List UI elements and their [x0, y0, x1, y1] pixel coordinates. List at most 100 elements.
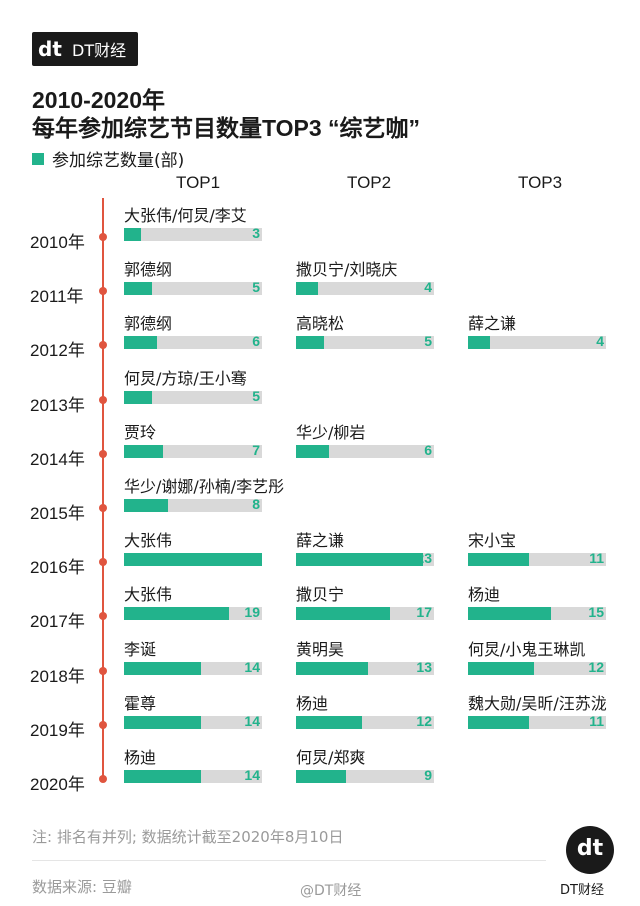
bar: [124, 770, 202, 783]
bar: [468, 336, 491, 350]
value-label: 25: [244, 550, 260, 567]
brand-name: DT财经: [72, 41, 127, 60]
value-label: 3: [252, 225, 260, 241]
bar: [124, 228, 141, 241]
column-header-top2: TOP2: [347, 173, 392, 192]
chart-row: 2018年 李诞 14 黄明昊 13 何炅/小鬼王琳凯 12: [0, 634, 640, 688]
column-header-top3: TOP3: [518, 173, 563, 192]
celebrity-name: 华少/柳岩: [296, 422, 366, 442]
bar-entry: 黄明昊 13: [296, 634, 434, 688]
bar: [124, 282, 152, 296]
celebrity-name: 杨迪: [124, 748, 157, 767]
timeline-dot: [99, 558, 107, 567]
chart-row: 2011年 郭德纲 5 撒贝宁/刘晓庆 4: [0, 254, 640, 308]
year-label: 2019年: [30, 720, 85, 740]
bar: [296, 336, 324, 350]
bar-track: [296, 336, 434, 350]
bar-entry: 魏大勋/吴昕/汪苏泷 11: [468, 688, 607, 742]
chart-row: 2017年 大张伟 19 撒贝宁 17 杨迪 15: [0, 579, 640, 633]
celebrity-name: 大张伟/何炅/李艾: [124, 206, 247, 225]
bar-track: [296, 715, 434, 729]
value-label: 7: [252, 441, 260, 458]
bar-track: [124, 228, 262, 241]
bar-track: [468, 336, 606, 350]
bar-track: [124, 390, 262, 404]
bar-track: [296, 282, 434, 296]
bar: [296, 770, 346, 783]
bar-entry: 何炅/方琼/王小骞 5: [124, 363, 262, 417]
value-label: 14: [244, 712, 260, 729]
chart-row: 2014年 贾玲 7 华少/柳岩 6: [0, 417, 640, 471]
timeline-dot: [99, 341, 107, 350]
celebrity-name: 撒贝宁: [296, 585, 345, 605]
bar-entry: 撒贝宁/刘晓庆 4: [296, 254, 434, 308]
footnote: 注: 排名有并列; 数据统计截至2020年8月10日: [32, 828, 344, 846]
celebrity-name: 杨迪: [468, 585, 501, 605]
celebrity-name: 杨迪: [296, 693, 329, 713]
timeline-dot: [99, 449, 107, 458]
year-label: 2017年: [30, 612, 85, 632]
bar: [468, 553, 529, 567]
bar-entry: 杨迪 14: [124, 742, 262, 796]
bar-entry: 华少/柳岩 6: [296, 417, 434, 471]
legend-swatch: [32, 152, 44, 165]
celebrity-name: 郭德纲: [124, 260, 173, 280]
value-label: 5: [424, 333, 432, 350]
bar-entry: 大张伟/何炅/李艾 3: [124, 200, 262, 254]
value-label: 11: [589, 712, 604, 729]
celebrity-name: 宋小宝: [468, 531, 517, 551]
bar: [468, 715, 529, 729]
bar-track: [468, 661, 606, 675]
bar-entry: 杨迪 12: [296, 688, 434, 742]
year-label: 2010年: [30, 233, 85, 252]
bar: [468, 607, 551, 621]
year-label: 2013年: [30, 395, 85, 415]
bar: [296, 553, 423, 567]
timeline-dot: [99, 233, 107, 241]
brand-badge-label: DT财经: [560, 883, 604, 898]
bar-entry: 大张伟 19: [124, 579, 262, 633]
timeline-dot: [99, 612, 107, 621]
bar: [124, 661, 202, 675]
data-source: 数据来源: 豆瓣: [32, 878, 132, 896]
chart-row: 2013年 何炅/方琼/王小骞 5: [0, 363, 640, 417]
celebrity-name: 华少/谢娜/孙楠/李艺彤: [124, 477, 285, 496]
celebrity-name: 郭德纲: [124, 314, 173, 334]
chart-row: 2010年 大张伟/何炅/李艾 3: [0, 200, 640, 254]
bar: [296, 282, 319, 296]
timeline-dot: [99, 720, 107, 729]
bar-track: [124, 553, 262, 567]
value-label: 6: [424, 441, 432, 458]
bar-entry: 高晓松 5: [296, 308, 434, 362]
bar-track: [124, 770, 262, 783]
bar-entry: 撒贝宁 17: [296, 579, 434, 633]
value-label: 19: [244, 604, 260, 621]
brand-mark: dt: [38, 37, 62, 61]
bar-entry: 郭德纲 6: [124, 308, 262, 362]
bar-track: [124, 661, 262, 675]
timeline-dot: [99, 504, 107, 512]
bar: [124, 607, 229, 621]
bar: [468, 661, 535, 675]
celebrity-name: 大张伟: [124, 531, 173, 551]
celebrity-name: 大张伟: [124, 585, 173, 605]
celebrity-name: 何炅/方琼/王小骞: [124, 368, 247, 388]
bar-track: [296, 770, 434, 783]
bar-track: [124, 499, 262, 512]
footer-divider: [32, 860, 546, 861]
chart-row: 2016年 大张伟 25 薛之谦 23 宋小宝 11: [0, 525, 640, 579]
value-label: 14: [244, 658, 260, 675]
bar-entry: 薛之谦 23: [296, 525, 434, 579]
bar-entry: 郭德纲 5: [124, 254, 262, 308]
celebrity-name: 何炅/郑爽: [296, 748, 366, 767]
value-label: 6: [252, 333, 260, 350]
bar-track: [296, 661, 434, 675]
year-label: 2012年: [30, 341, 85, 361]
value-label: 5: [252, 279, 260, 296]
bar-track: [124, 336, 262, 350]
bar-track: [124, 607, 262, 621]
bar: [124, 715, 202, 729]
celebrity-name: 霍尊: [124, 693, 157, 713]
celebrity-name: 撒贝宁/刘晓庆: [296, 260, 398, 280]
bar-entry: 宋小宝 11: [468, 525, 606, 579]
